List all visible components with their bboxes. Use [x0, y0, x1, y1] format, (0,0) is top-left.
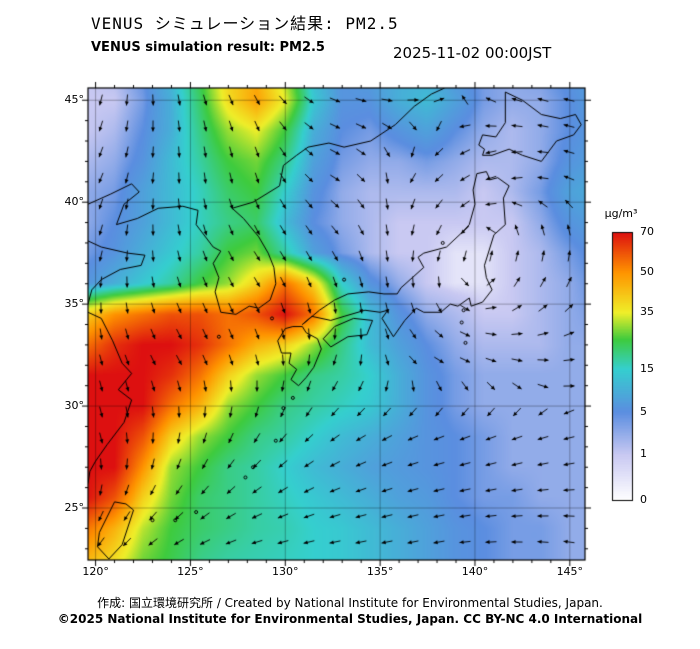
lon-tick-label: 130°	[272, 565, 299, 578]
lon-tick-label: 135°	[366, 565, 394, 578]
lat-tick-label: 25°	[64, 501, 85, 514]
colorbar-tick-label: 1	[640, 447, 647, 461]
lat-tick-label: 30°	[64, 399, 85, 413]
colorbar-tick-label: 5	[640, 404, 647, 418]
lat-tick-label: 45°	[64, 93, 85, 107]
lon-tick-label: 140°	[461, 565, 489, 578]
colorbar-tick-label: 35	[640, 305, 654, 319]
footer-credit: 作成: 国立環境研究所 / Created by National Instit…	[97, 596, 603, 610]
lon-tick-label: 145°	[556, 565, 584, 578]
colorbar-tick-label: 0	[640, 493, 647, 506]
lon-tick-label: 125°	[177, 565, 204, 578]
lat-tick-label: 35°	[64, 297, 85, 311]
colorbar-tick-label: 70	[640, 225, 654, 238]
colorbar-tick-label: 50	[640, 265, 654, 279]
footer-license: ©2025 National Institute for Environment…	[57, 612, 643, 626]
colorbar-unit-label: µg/m³	[604, 207, 638, 220]
lon-tick-label: 120°	[82, 565, 109, 578]
lat-tick-label: 40°	[64, 195, 85, 209]
colorbar-tick-label: 15	[640, 361, 654, 375]
